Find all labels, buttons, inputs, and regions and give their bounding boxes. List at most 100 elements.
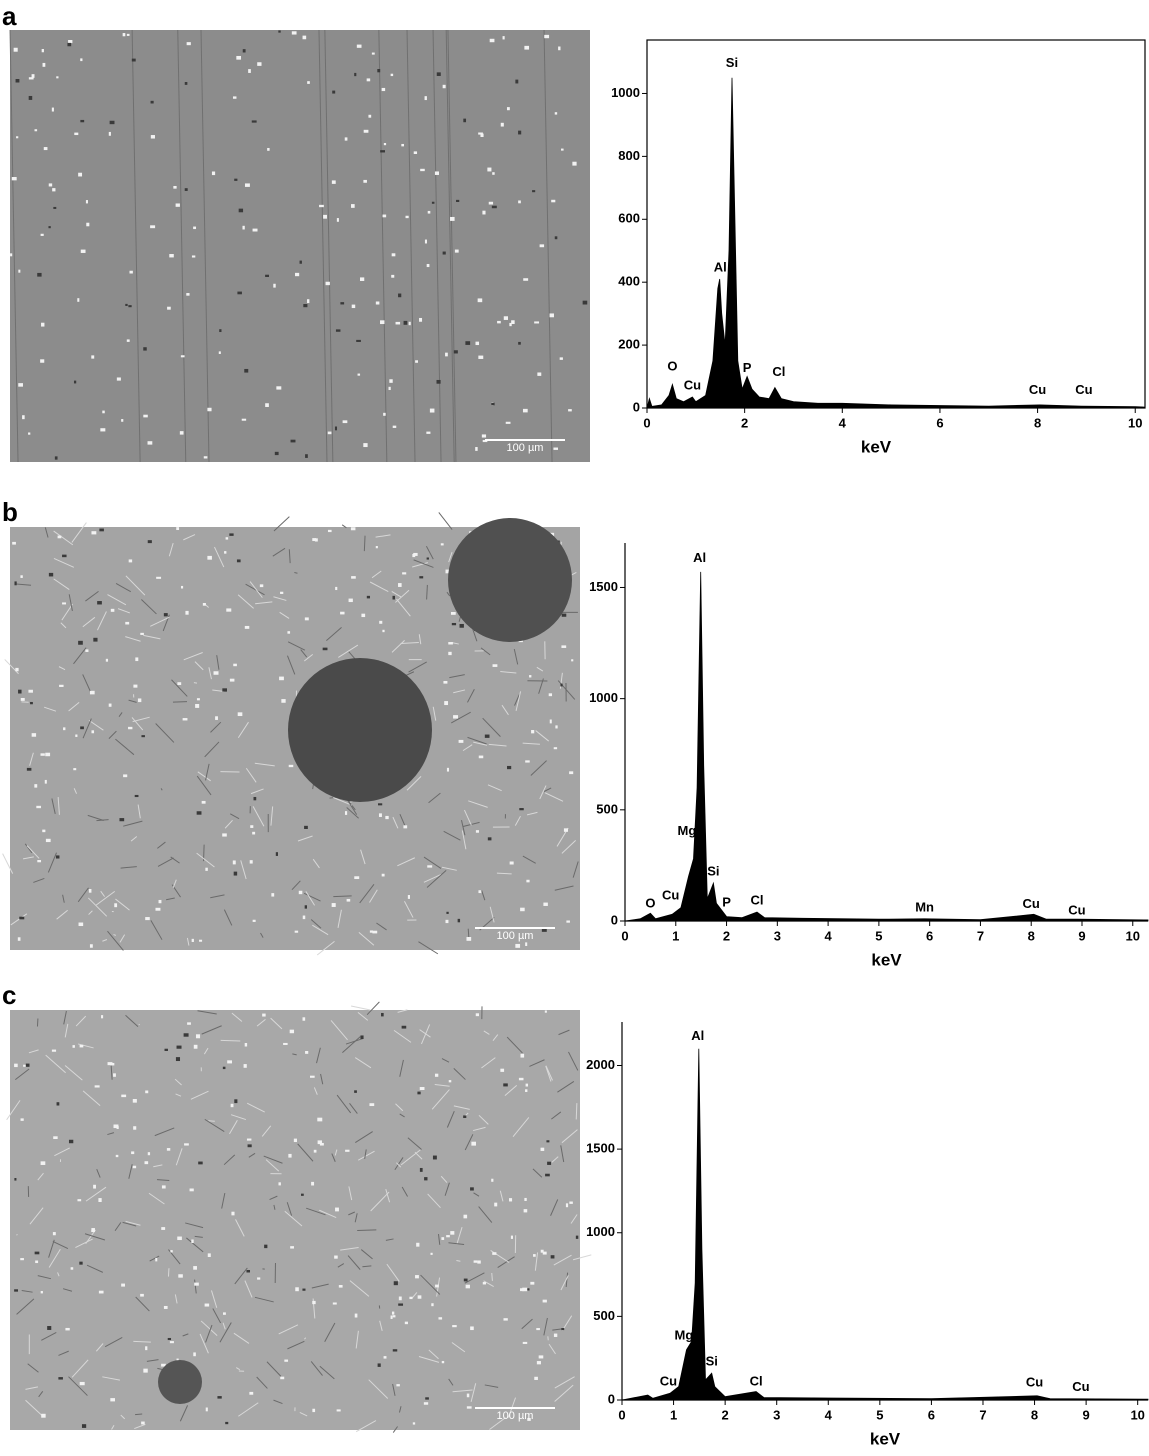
- crack: [197, 1010, 217, 1015]
- particle: [443, 680, 448, 684]
- particle: [80, 249, 86, 253]
- particle: [553, 447, 558, 450]
- crack: [229, 1119, 238, 1135]
- crack: [4, 659, 19, 675]
- particle: [565, 1203, 569, 1208]
- particle: [380, 150, 385, 153]
- particle: [161, 1227, 166, 1230]
- x-tick-label: 2: [741, 415, 748, 430]
- crack: [562, 1315, 573, 1331]
- particle: [401, 1025, 407, 1029]
- crack: [270, 806, 274, 826]
- crack: [420, 1274, 441, 1295]
- particle: [22, 415, 25, 420]
- crack: [238, 1402, 259, 1417]
- particle: [238, 208, 244, 213]
- crack: [21, 1289, 33, 1293]
- particle: [28, 432, 31, 435]
- particle: [246, 1138, 252, 1141]
- crack: [77, 887, 89, 903]
- particle: [48, 572, 54, 577]
- particle: [163, 613, 168, 617]
- particle: [522, 408, 528, 413]
- particle: [427, 865, 433, 868]
- particle: [466, 1393, 470, 1398]
- particle: [463, 1278, 468, 1282]
- crack: [96, 1169, 101, 1178]
- crack: [570, 1214, 578, 1224]
- crack: [204, 741, 220, 758]
- crack: [71, 1359, 89, 1378]
- crack: [513, 648, 519, 665]
- particle: [503, 1083, 508, 1087]
- particle: [145, 1346, 148, 1351]
- crack: [256, 1018, 266, 1027]
- particle: [444, 701, 449, 706]
- crack: [149, 1255, 160, 1262]
- particle: [80, 726, 84, 730]
- particle: [317, 1140, 322, 1145]
- crack: [288, 549, 291, 564]
- crack: [354, 1057, 372, 1069]
- crack: [462, 744, 473, 752]
- crack: [133, 1340, 151, 1343]
- x-tick-label: 6: [936, 415, 943, 430]
- particle: [478, 132, 483, 135]
- particle: [389, 379, 393, 383]
- crack: [391, 640, 405, 653]
- crack: [446, 1110, 455, 1128]
- crack: [349, 1280, 370, 1297]
- y-tick-label: 500: [596, 801, 618, 816]
- particle: [41, 1413, 46, 1418]
- y-tick-label: 1000: [586, 1224, 615, 1239]
- particle: [491, 205, 497, 209]
- crack: [64, 1023, 69, 1038]
- particle: [369, 930, 373, 933]
- crack: [73, 788, 78, 794]
- crack: [451, 711, 471, 724]
- crack: [174, 1078, 182, 1086]
- crack: [337, 909, 342, 928]
- peak-label: Cu: [1026, 1375, 1043, 1390]
- particle: [302, 915, 306, 920]
- crack: [472, 1126, 486, 1132]
- particle: [363, 179, 367, 183]
- scratch: [318, 29, 328, 463]
- particle: [52, 1232, 56, 1236]
- particle: [20, 697, 25, 701]
- particle: [538, 1355, 544, 1359]
- particle: [131, 1151, 135, 1155]
- particle: [549, 719, 552, 724]
- crack: [331, 1153, 336, 1162]
- particle: [164, 1048, 168, 1051]
- particle: [68, 1139, 74, 1144]
- peak-label: Cl: [751, 892, 764, 907]
- particle: [569, 771, 574, 775]
- crack: [303, 653, 314, 662]
- particle: [385, 815, 389, 820]
- particle: [451, 622, 457, 626]
- x-tick-label: 1: [670, 1407, 677, 1422]
- particle: [408, 321, 411, 326]
- crack: [437, 1234, 441, 1245]
- crack: [245, 583, 265, 596]
- particle: [47, 1326, 52, 1330]
- crack: [396, 1162, 402, 1168]
- particle: [35, 1260, 39, 1264]
- particle: [413, 552, 418, 556]
- crack: [453, 689, 466, 694]
- particle: [217, 1396, 222, 1399]
- particle: [37, 860, 42, 863]
- crack: [107, 1132, 115, 1136]
- crack: [204, 1118, 225, 1132]
- crack: [245, 767, 257, 783]
- particle: [518, 341, 521, 345]
- crack: [423, 873, 442, 883]
- crack: [341, 524, 347, 529]
- particle: [525, 942, 528, 946]
- crack: [311, 1283, 329, 1289]
- particle: [182, 718, 188, 721]
- particle: [481, 434, 487, 438]
- particle: [40, 1291, 43, 1294]
- particle: [436, 379, 441, 384]
